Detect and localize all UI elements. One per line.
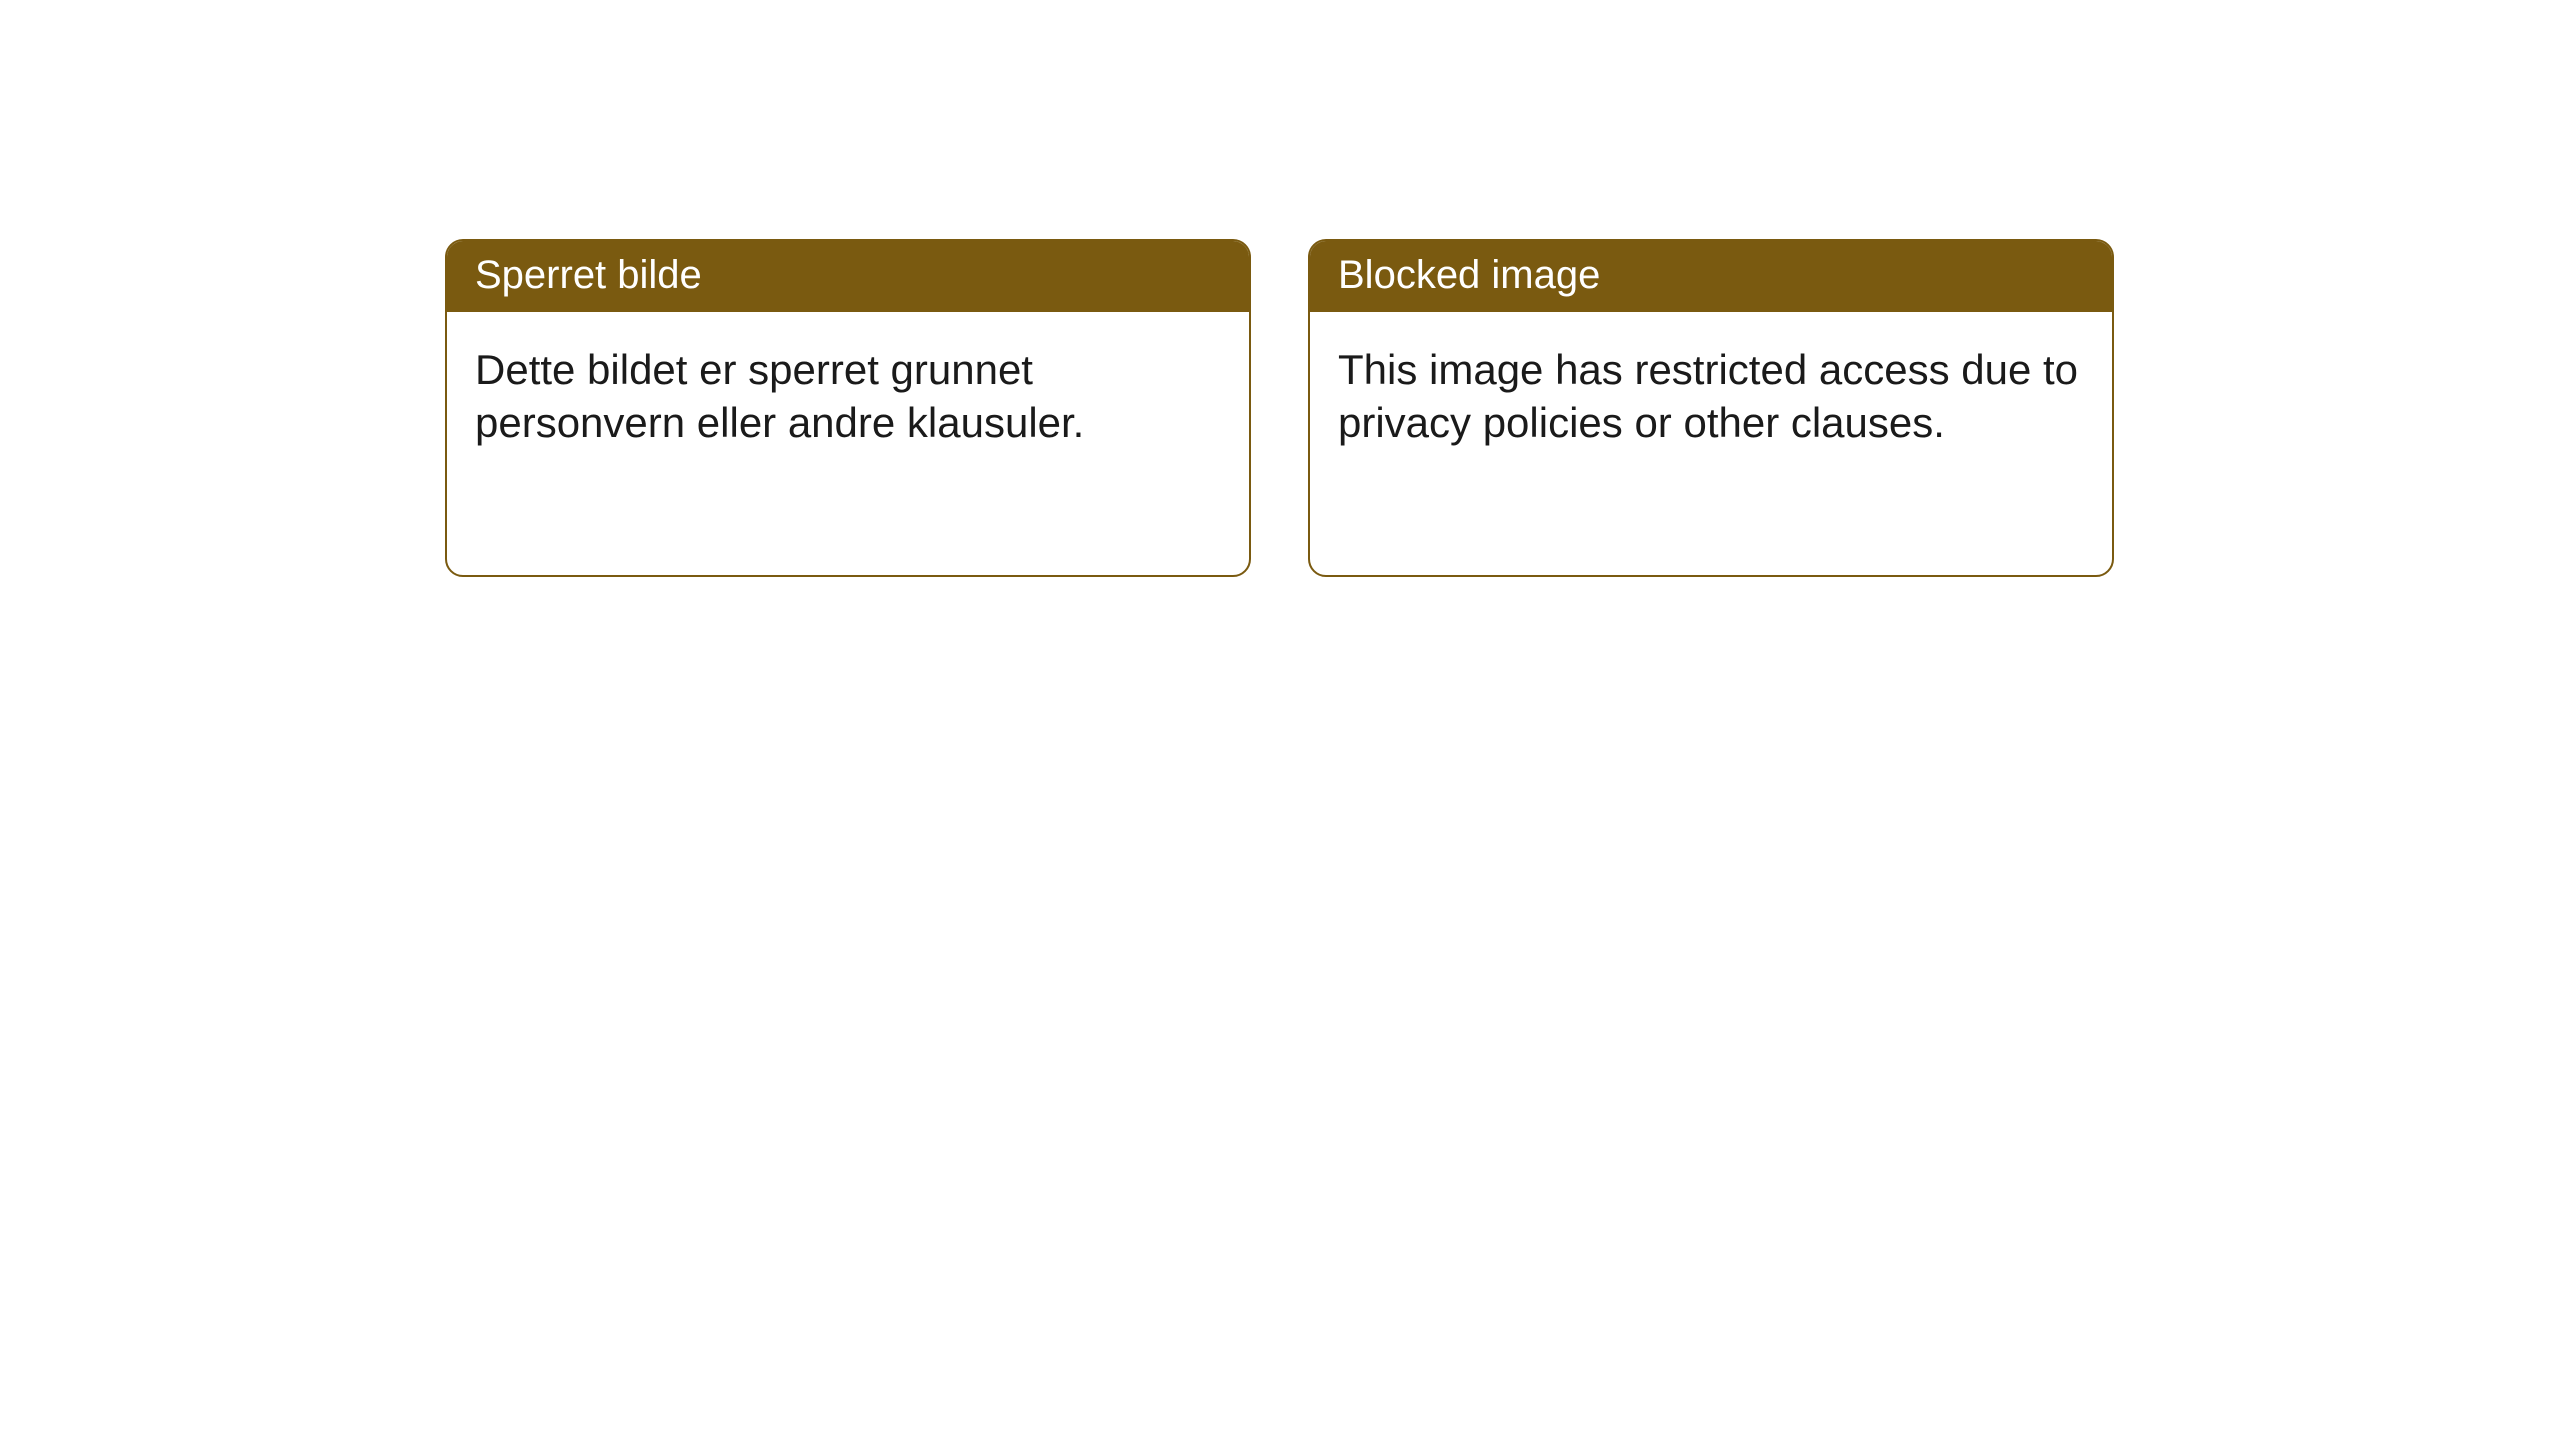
card-body: Dette bildet er sperret grunnet personve… [447,312,1249,477]
card-body: This image has restricted access due to … [1310,312,2112,477]
card-title: Sperret bilde [475,253,702,297]
card-header: Sperret bilde [447,241,1249,312]
card-title: Blocked image [1338,253,1600,297]
cards-container: Sperret bilde Dette bildet er sperret gr… [445,239,2114,577]
blocked-image-card-no: Sperret bilde Dette bildet er sperret gr… [445,239,1251,577]
card-body-text: Dette bildet er sperret grunnet personve… [475,346,1084,446]
card-header: Blocked image [1310,241,2112,312]
card-body-text: This image has restricted access due to … [1338,346,2078,446]
blocked-image-card-en: Blocked image This image has restricted … [1308,239,2114,577]
